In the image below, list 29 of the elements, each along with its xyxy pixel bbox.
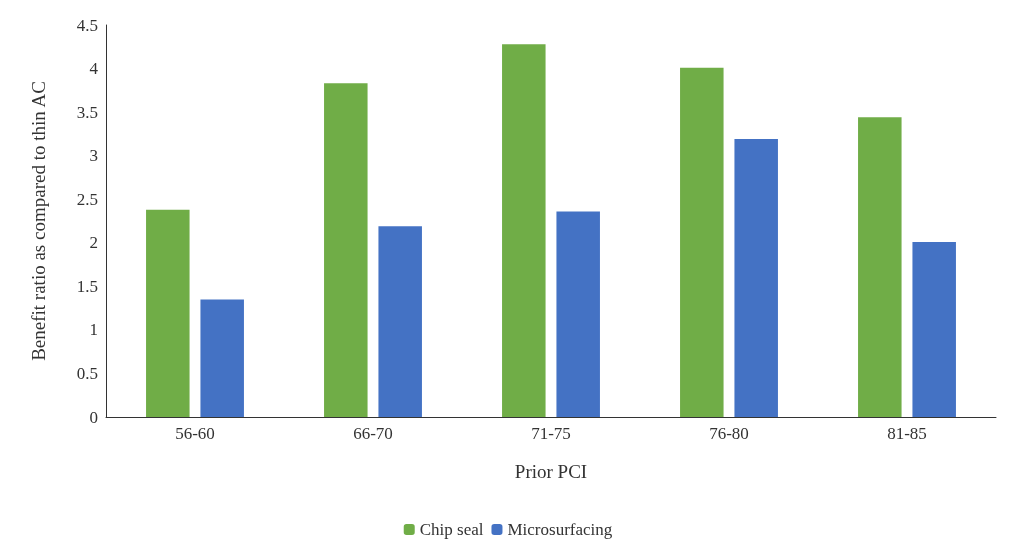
bar	[378, 226, 422, 417]
y-tick-label: 4	[89, 59, 99, 79]
x-tick-label: 81-85	[887, 424, 927, 443]
x-tick-label: 71-75	[531, 424, 571, 443]
y-tick-label: 3	[89, 146, 98, 166]
bar	[324, 83, 368, 417]
bar	[502, 44, 546, 417]
x-axis-title: Prior PCI	[514, 461, 588, 482]
bar	[734, 139, 778, 417]
y-tick-label: 0.5	[76, 363, 98, 383]
x-tick-label: 76-80	[709, 424, 749, 443]
bar	[200, 299, 244, 417]
y-tick-label: 3.5	[76, 102, 98, 122]
bar	[858, 117, 902, 417]
y-tick-label: 1	[89, 320, 98, 340]
y-tick-label: 1.5	[76, 276, 98, 296]
legend-label: Chip seal	[419, 520, 484, 539]
bar	[556, 211, 600, 417]
bar	[146, 209, 190, 417]
bar	[680, 67, 724, 417]
legend-label: Microsurfacing	[507, 520, 613, 539]
y-tick-label: 2	[89, 233, 98, 253]
y-tick-label: 0	[89, 407, 98, 427]
y-tick-label: 2.5	[76, 189, 98, 209]
x-tick-label: 56-60	[175, 424, 215, 443]
bar	[912, 241, 956, 417]
y-tick-label: 4.5	[76, 15, 98, 35]
x-tick-label: 66-70	[353, 424, 393, 443]
y-axis-title: Benefit ratio as compared to thin AC	[28, 81, 49, 361]
